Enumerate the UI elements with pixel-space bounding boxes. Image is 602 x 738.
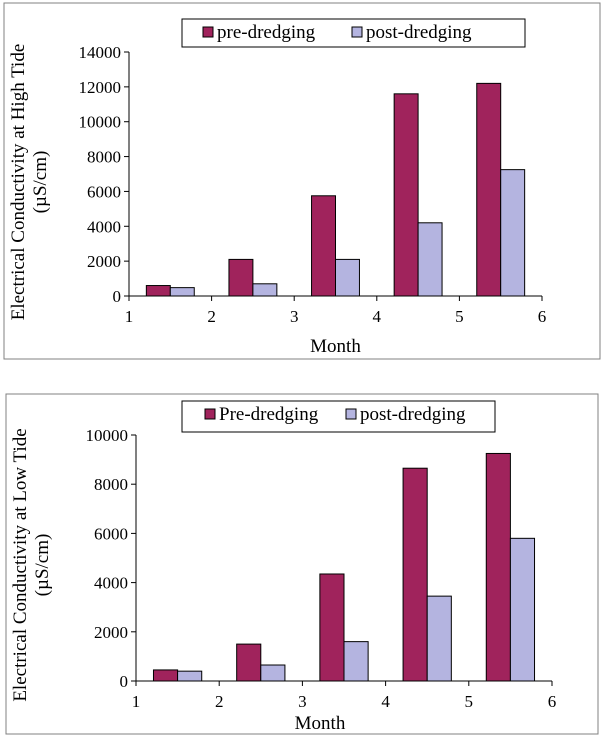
high-ytick-label: 0 xyxy=(113,287,122,306)
high-ytick-label: 12000 xyxy=(79,78,122,97)
low-xtick-label: 3 xyxy=(298,692,307,711)
high-xtick-label: 4 xyxy=(373,307,382,326)
high-frame xyxy=(3,2,601,360)
low-bar-pre-2 xyxy=(236,643,262,682)
high-legend-label-post: post-dredging xyxy=(366,22,472,43)
low-frame xyxy=(5,393,599,735)
high-bar-pre-5 xyxy=(476,82,502,297)
high-tide-chart: 0 2000 4000 6000 8000 10000 12000 14000 1 2 3 4 5 6 Mo… xyxy=(3,2,601,360)
low-legend-label-pre: Pre-dredging xyxy=(219,404,319,425)
high-ytick-label: 14000 xyxy=(79,43,122,62)
low-legend-swatch-post xyxy=(345,408,357,420)
high-x-axis-title: Month xyxy=(310,336,361,357)
high-bar-post-3 xyxy=(335,258,360,297)
low-ytick-label: 0 xyxy=(120,672,129,691)
high-ytick-label: 10000 xyxy=(79,113,122,132)
low-ytick-label: 4000 xyxy=(94,574,128,593)
high-xtick-label: 2 xyxy=(207,307,216,326)
low-y-axis-title: Electrical Conductivity at Low Tide xyxy=(10,428,31,701)
high-ytick-label: 2000 xyxy=(87,252,121,271)
low-xtick-label: 5 xyxy=(465,692,474,711)
high-legend-swatch-post xyxy=(351,26,363,38)
high-bar-post-2 xyxy=(252,283,278,297)
high-ytick-label: 6000 xyxy=(87,182,121,201)
low-xtick-label: 6 xyxy=(548,692,557,711)
low-bar-post-3 xyxy=(343,641,369,682)
low-y-axis-unit: (µS/cm) xyxy=(32,534,53,597)
high-xtick-label: 1 xyxy=(125,307,134,326)
low-legend-label-post: post-dredging xyxy=(360,404,466,425)
high-bar-post-5 xyxy=(500,169,526,297)
high-legend-label-pre: pre-dredging xyxy=(217,22,316,43)
high-bar-post-4 xyxy=(417,222,443,297)
high-bar-pre-2 xyxy=(228,258,254,297)
low-bar-post-4 xyxy=(426,595,452,682)
low-ytick-label: 10000 xyxy=(86,426,129,445)
low-tide-chart-panel: 0 2000 4000 6000 8000 10000 1 2 3 4 5 6 Month Electri… xyxy=(0,390,602,736)
low-tide-chart: 0 2000 4000 6000 8000 10000 1 2 3 4 5 6 Month Electri… xyxy=(5,393,599,735)
high-bar-pre-3 xyxy=(311,195,336,297)
low-ytick-label: 8000 xyxy=(94,475,128,494)
low-bar-pre-3 xyxy=(319,573,345,682)
low-bar-post-2 xyxy=(260,664,286,682)
low-ytick-label: 6000 xyxy=(94,524,128,543)
high-bar-pre-1 xyxy=(145,285,171,297)
high-xtick-label: 6 xyxy=(538,307,547,326)
low-bar-pre-1 xyxy=(152,669,179,682)
high-legend-swatch-pre xyxy=(202,26,214,38)
low-bar-post-5 xyxy=(509,537,536,682)
low-xtick-label: 2 xyxy=(215,692,224,711)
high-ytick-label: 4000 xyxy=(87,217,121,236)
high-tide-chart-panel: 0 2000 4000 6000 8000 10000 12000 14000 1 2 3 4 5 6 Mo… xyxy=(0,0,602,362)
high-y-axis-title: Electrical Conductivity at High Tide xyxy=(8,44,29,321)
high-xtick-label: 3 xyxy=(290,307,299,326)
low-x-axis-title: Month xyxy=(295,713,346,734)
low-bar-pre-4 xyxy=(402,467,428,682)
high-ytick-label: 8000 xyxy=(87,148,121,167)
low-xtick-label: 1 xyxy=(132,692,141,711)
high-xtick-label: 5 xyxy=(455,307,464,326)
low-legend xyxy=(181,400,496,433)
low-bar-post-1 xyxy=(177,670,203,682)
high-y-axis-unit: (µS/cm) xyxy=(30,151,51,214)
high-bar-pre-4 xyxy=(393,93,419,297)
low-xtick-label: 4 xyxy=(381,692,390,711)
low-ytick-label: 2000 xyxy=(94,623,128,642)
low-legend-swatch-pre xyxy=(204,408,216,420)
low-bar-pre-5 xyxy=(485,452,511,682)
high-bar-post-1 xyxy=(169,287,195,297)
